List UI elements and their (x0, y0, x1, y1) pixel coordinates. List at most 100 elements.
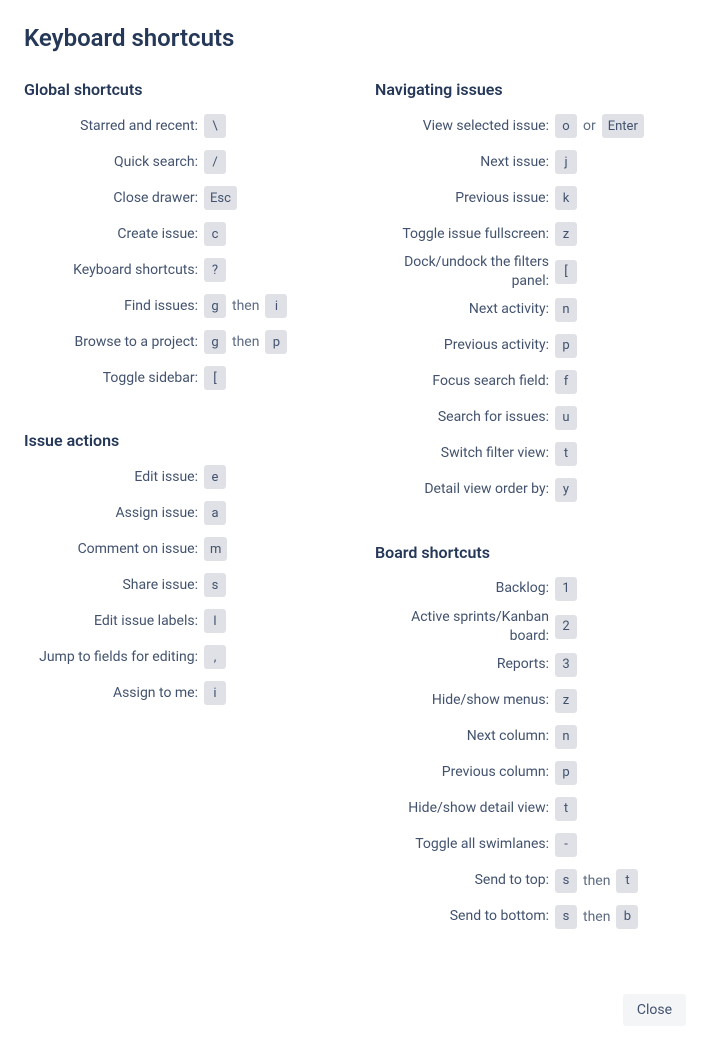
shortcut-row: Send to top:sthent (375, 864, 686, 898)
key-joiner: then (232, 334, 259, 350)
shortcut-row: Comment on issue:m (24, 532, 335, 566)
shortcut-label: Starred and recent: (24, 117, 204, 136)
keyboard-key: p (265, 330, 287, 354)
keyboard-key: n (555, 298, 577, 322)
shortcut-keys: - (555, 833, 577, 857)
shortcut-keys: / (204, 150, 226, 174)
keyboard-key: b (616, 905, 638, 929)
shortcut-label: Comment on issue: (24, 540, 204, 559)
section-issue-actions: Issue actionsEdit issue:eAssign issue:aC… (24, 431, 335, 710)
shortcut-row: Edit issue:e (24, 460, 335, 494)
shortcut-keys: gthenp (204, 330, 287, 354)
shortcut-row: Switch filter view:t (375, 437, 686, 471)
right-column: Navigating issues View selected issue:oor… (375, 80, 686, 970)
shortcut-keys: k (555, 186, 577, 210)
shortcut-keys: 1 (555, 577, 577, 601)
shortcut-keys: l (204, 609, 226, 633)
shortcut-row: Assign issue:a (24, 496, 335, 530)
keyboard-key: - (555, 833, 577, 857)
shortcut-keys: [ (555, 260, 577, 284)
keyboard-key: u (555, 406, 577, 430)
shortcut-row: Focus search field:f (375, 365, 686, 399)
shortcut-row: Browse to a project:gthenp (24, 325, 335, 359)
keyboard-key: c (204, 222, 226, 246)
shortcut-row: Next column:n (375, 720, 686, 754)
shortcut-keys: sthenb (555, 905, 638, 929)
shortcut-label: Previous activity: (375, 336, 555, 355)
shortcut-row: Dock/undock the filters panel:[ (375, 253, 686, 291)
shortcut-label: Find issues: (24, 297, 204, 316)
shortcut-row: Backlog:1 (375, 572, 686, 606)
shortcut-keys: , (204, 645, 226, 669)
shortcut-label: Assign issue: (24, 504, 204, 523)
shortcut-keys: oorEnter (555, 114, 644, 138)
shortcut-label: Hide/show menus: (375, 691, 555, 710)
left-column: Global shortcutsStarred and recent:\Quic… (24, 80, 335, 970)
shortcut-keys: u (555, 406, 577, 430)
keyboard-key: ? (204, 258, 226, 282)
shortcut-label: Quick search: (24, 153, 204, 172)
keyboard-key: Esc (204, 186, 237, 210)
keyboard-key: k (555, 186, 577, 210)
shortcut-row: Quick search:/ (24, 145, 335, 179)
shortcut-label: View selected issue: (375, 117, 555, 136)
shortcut-keys: t (555, 442, 577, 466)
shortcut-row: Starred and recent:\ (24, 109, 335, 143)
shortcut-label: Search for issues: (375, 408, 555, 427)
keyboard-key: t (555, 797, 577, 821)
keyboard-key: g (204, 294, 226, 318)
keyboard-key: g (204, 330, 226, 354)
shortcut-row: Toggle sidebar:[ (24, 361, 335, 395)
keyboard-key: s (204, 573, 226, 597)
section-global: Global shortcutsStarred and recent:\Quic… (24, 80, 335, 395)
shortcut-keys: Esc (204, 186, 237, 210)
keyboard-key: \ (204, 114, 226, 138)
shortcut-label: Switch filter view: (375, 444, 555, 463)
dialog-title: Keyboard shortcuts (24, 24, 686, 52)
shortcut-label: Close drawer: (24, 189, 204, 208)
shortcut-label: Send to bottom: (375, 907, 555, 926)
shortcut-row: Active sprints/Kanban board:2 (375, 608, 686, 646)
dialog-footer: Close (24, 994, 686, 1026)
section-title: Issue actions (24, 431, 335, 450)
key-joiner: then (583, 873, 610, 889)
keyboard-key: l (204, 609, 226, 633)
shortcut-keys: c (204, 222, 226, 246)
keyboard-key: i (204, 681, 226, 705)
shortcut-keys: s (204, 573, 226, 597)
shortcut-row: Keyboard shortcuts:? (24, 253, 335, 287)
shortcut-row: Create issue:c (24, 217, 335, 251)
shortcut-row: Reports:3 (375, 648, 686, 682)
shortcut-row: View selected issue:oorEnter (375, 109, 686, 143)
keyboard-key: [ (204, 366, 226, 390)
section-title: Navigating issues (375, 80, 686, 99)
shortcut-row: Assign to me:i (24, 676, 335, 710)
shortcut-keys: p (555, 761, 577, 785)
shortcut-label: Reports: (375, 655, 555, 674)
close-button[interactable]: Close (623, 994, 686, 1026)
shortcut-keys: y (555, 478, 577, 502)
shortcut-label: Detail view order by: (375, 480, 555, 499)
shortcut-row: Send to bottom:sthenb (375, 900, 686, 934)
key-joiner: then (232, 298, 259, 314)
keyboard-key: z (555, 222, 577, 246)
shortcut-row: Jump to fields for editing:, (24, 640, 335, 674)
shortcut-label: Send to top: (375, 871, 555, 890)
shortcut-keys: f (555, 370, 577, 394)
shortcut-label: Dock/undock the filters panel: (375, 253, 555, 291)
keyboard-key: , (204, 645, 226, 669)
shortcut-keys: j (555, 150, 577, 174)
shortcut-label: Toggle all swimlanes: (375, 835, 555, 854)
keyboard-key: 2 (555, 615, 577, 639)
shortcut-label: Keyboard shortcuts: (24, 261, 204, 280)
shortcut-row: Hide/show menus:z (375, 684, 686, 718)
keyboard-key: f (555, 370, 577, 394)
shortcut-keys: 2 (555, 615, 577, 639)
keyboard-key: / (204, 150, 226, 174)
shortcut-keys: a (204, 501, 226, 525)
shortcut-label: Next issue: (375, 153, 555, 172)
shortcut-label: Next activity: (375, 300, 555, 319)
keyboard-key: t (555, 442, 577, 466)
shortcut-label: Edit issue labels: (24, 612, 204, 631)
key-joiner: then (583, 909, 610, 925)
